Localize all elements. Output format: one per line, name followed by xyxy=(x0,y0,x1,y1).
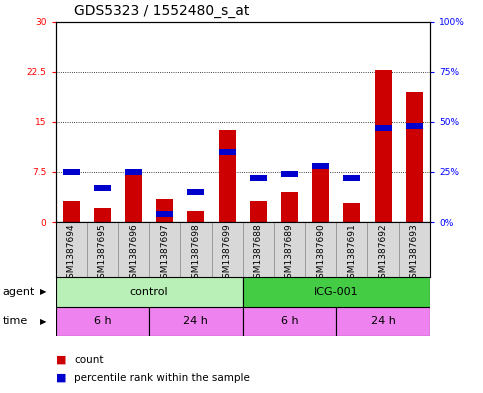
Bar xyxy=(242,307,336,336)
Bar xyxy=(156,211,173,217)
Bar xyxy=(63,201,80,222)
Bar xyxy=(218,149,236,154)
Text: GSM1387694: GSM1387694 xyxy=(67,224,76,284)
Bar xyxy=(94,185,111,191)
Text: ICG-001: ICG-001 xyxy=(314,287,358,297)
Bar xyxy=(343,175,360,181)
Bar xyxy=(312,163,329,169)
Bar xyxy=(56,307,149,336)
Text: GSM1387693: GSM1387693 xyxy=(410,224,419,285)
Text: ▶: ▶ xyxy=(40,317,46,326)
Text: 24 h: 24 h xyxy=(184,316,208,326)
Bar xyxy=(336,307,430,336)
Text: GSM1387689: GSM1387689 xyxy=(285,224,294,285)
Text: GSM1387697: GSM1387697 xyxy=(160,224,169,285)
Bar xyxy=(125,170,142,222)
Text: GDS5323 / 1552480_s_at: GDS5323 / 1552480_s_at xyxy=(74,4,250,18)
Text: GSM1387692: GSM1387692 xyxy=(379,224,387,284)
Bar xyxy=(406,123,423,129)
Text: 24 h: 24 h xyxy=(370,316,396,326)
Bar xyxy=(156,198,173,222)
Text: time: time xyxy=(2,316,28,326)
Bar xyxy=(63,169,80,174)
Text: GSM1387696: GSM1387696 xyxy=(129,224,138,285)
Text: count: count xyxy=(74,354,103,365)
Text: 6 h: 6 h xyxy=(94,316,111,326)
Bar xyxy=(125,169,142,174)
Text: 6 h: 6 h xyxy=(281,316,298,326)
Bar xyxy=(187,211,204,222)
Bar xyxy=(406,92,423,222)
Text: GSM1387688: GSM1387688 xyxy=(254,224,263,285)
Text: agent: agent xyxy=(2,287,35,297)
Text: control: control xyxy=(130,287,169,297)
Bar xyxy=(218,130,236,222)
Bar xyxy=(250,175,267,181)
Bar xyxy=(312,165,329,222)
Text: ■: ■ xyxy=(56,354,66,365)
Bar xyxy=(250,201,267,222)
Text: GSM1387691: GSM1387691 xyxy=(347,224,356,285)
Bar xyxy=(94,208,111,222)
Text: percentile rank within the sample: percentile rank within the sample xyxy=(74,373,250,383)
Text: ■: ■ xyxy=(56,373,66,383)
Text: ▶: ▶ xyxy=(40,287,46,296)
Text: GSM1387690: GSM1387690 xyxy=(316,224,325,285)
Bar xyxy=(281,171,298,176)
Bar xyxy=(281,192,298,222)
Text: GSM1387695: GSM1387695 xyxy=(98,224,107,285)
Bar xyxy=(374,70,392,222)
Bar xyxy=(343,203,360,222)
Bar xyxy=(374,125,392,130)
Text: GSM1387698: GSM1387698 xyxy=(191,224,200,285)
Text: GSM1387699: GSM1387699 xyxy=(223,224,232,285)
Bar xyxy=(242,277,430,307)
Bar xyxy=(187,189,204,195)
Bar xyxy=(149,307,242,336)
Bar xyxy=(56,277,242,307)
